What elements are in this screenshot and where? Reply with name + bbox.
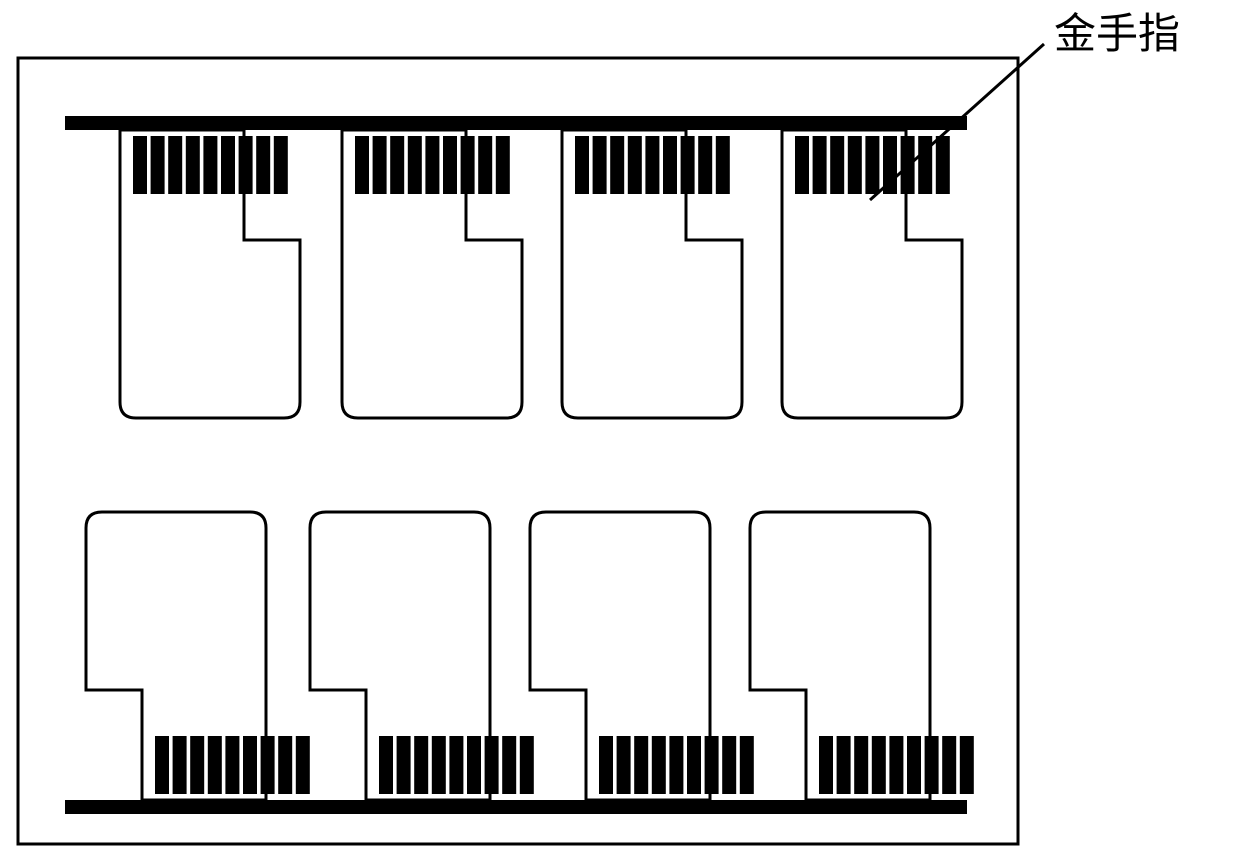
- gold-finger: [379, 736, 393, 794]
- gold-finger: [190, 736, 204, 794]
- gold-finger: [208, 736, 222, 794]
- gold-finger: [239, 136, 253, 194]
- gold-finger: [705, 736, 719, 794]
- gold-finger: [432, 736, 446, 794]
- gold-finger: [221, 136, 235, 194]
- gold-finger: [425, 136, 439, 194]
- gold-finger: [520, 736, 534, 794]
- gold-finger: [478, 136, 492, 194]
- gold-finger: [854, 736, 868, 794]
- gold-finger: [502, 736, 516, 794]
- gold-finger: [485, 736, 499, 794]
- gold-finger: [261, 736, 275, 794]
- diagram-canvas: [0, 0, 1239, 849]
- gold-finger: [296, 736, 310, 794]
- gold-finger: [819, 736, 833, 794]
- gold-finger: [467, 736, 481, 794]
- bottom-bus-bar: [65, 800, 967, 814]
- top-bus-bar: [65, 116, 967, 130]
- gold-finger: [593, 136, 607, 194]
- gold-finger: [461, 136, 475, 194]
- gold-finger: [617, 736, 631, 794]
- gold-finger-label: 金手指: [1054, 0, 1180, 61]
- gold-finger: [133, 136, 147, 194]
- gold-finger: [575, 136, 589, 194]
- gold-finger: [203, 136, 217, 194]
- gold-finger: [449, 736, 463, 794]
- gold-finger: [722, 736, 736, 794]
- gold-finger: [813, 136, 827, 194]
- gold-finger: [740, 736, 754, 794]
- gold-finger: [373, 136, 387, 194]
- gold-finger: [865, 136, 879, 194]
- gold-finger: [168, 136, 182, 194]
- gold-finger: [397, 736, 411, 794]
- gold-finger: [716, 136, 730, 194]
- gold-finger: [907, 736, 921, 794]
- gold-finger: [408, 136, 422, 194]
- gold-finger: [225, 736, 239, 794]
- gold-finger: [848, 136, 862, 194]
- gold-finger: [889, 736, 903, 794]
- gold-finger: [795, 136, 809, 194]
- gold-finger: [960, 736, 974, 794]
- gold-finger: [681, 136, 695, 194]
- gold-finger: [663, 136, 677, 194]
- gold-finger: [256, 136, 270, 194]
- gold-finger: [278, 736, 292, 794]
- gold-finger: [414, 736, 428, 794]
- gold-finger: [274, 136, 288, 194]
- gold-finger: [243, 736, 257, 794]
- gold-finger: [443, 136, 457, 194]
- gold-finger: [186, 136, 200, 194]
- gold-finger: [173, 736, 187, 794]
- gold-finger: [830, 136, 844, 194]
- gold-finger: [942, 736, 956, 794]
- gold-finger: [872, 736, 886, 794]
- gold-finger: [687, 736, 701, 794]
- gold-finger: [837, 736, 851, 794]
- gold-finger: [645, 136, 659, 194]
- gold-finger: [628, 136, 642, 194]
- gold-finger: [151, 136, 165, 194]
- gold-finger: [652, 736, 666, 794]
- gold-finger: [698, 136, 712, 194]
- gold-finger: [669, 736, 683, 794]
- gold-finger: [496, 136, 510, 194]
- gold-finger: [925, 736, 939, 794]
- gold-finger: [936, 136, 950, 194]
- gold-finger: [634, 736, 648, 794]
- gold-finger: [599, 736, 613, 794]
- gold-finger: [155, 736, 169, 794]
- gold-finger: [355, 136, 369, 194]
- gold-finger: [390, 136, 404, 194]
- gold-finger: [610, 136, 624, 194]
